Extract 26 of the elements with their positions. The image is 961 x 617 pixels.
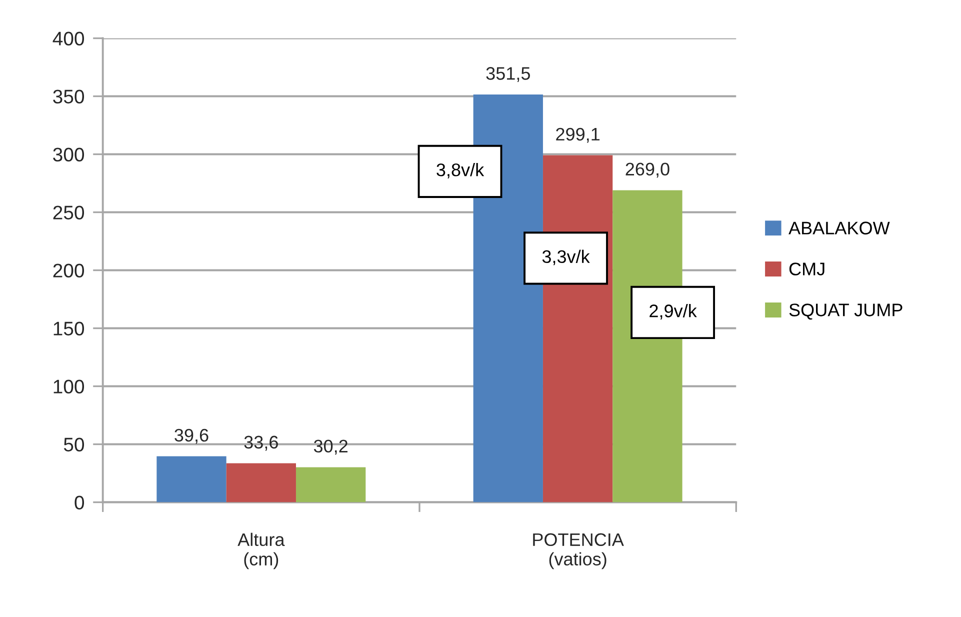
y-tick-label: 100 [54, 380, 84, 394]
annotation: 3,3v/k [542, 250, 590, 266]
bar [296, 467, 366, 502]
legend-label: CMJ [789, 262, 824, 276]
y-tick-label: 350 [53, 90, 84, 104]
bar [156, 456, 226, 502]
y-tick-label: 300 [53, 148, 84, 162]
data-label: 33,6 [244, 436, 278, 451]
y-tick-label: 400 [52, 32, 84, 46]
data-label: 299,1 [556, 128, 600, 143]
data-label: 39,6 [174, 428, 208, 444]
data-label: 269,0 [626, 162, 670, 178]
y-tick-label: 150 [54, 322, 84, 336]
y-tick-label: 50 [64, 438, 84, 452]
data-label: 30,2 [314, 440, 348, 455]
x-tick-label: Altura (cm) [238, 532, 285, 570]
legend-label: ABALAKOW [788, 222, 890, 234]
annotation: 2,9v/k [650, 304, 697, 320]
y-tick-label: 200 [53, 264, 84, 278]
annotation: 3,8v/k [436, 163, 484, 178]
y-tick-label: 250 [53, 206, 84, 220]
data-label: 351,5 [486, 67, 530, 82]
bar [226, 463, 296, 502]
x-tick-label: POTENCIA (vatios) [533, 533, 624, 570]
legend-label: SQUAT JUMP [789, 304, 902, 320]
y-tick-label: 0 [74, 496, 84, 510]
